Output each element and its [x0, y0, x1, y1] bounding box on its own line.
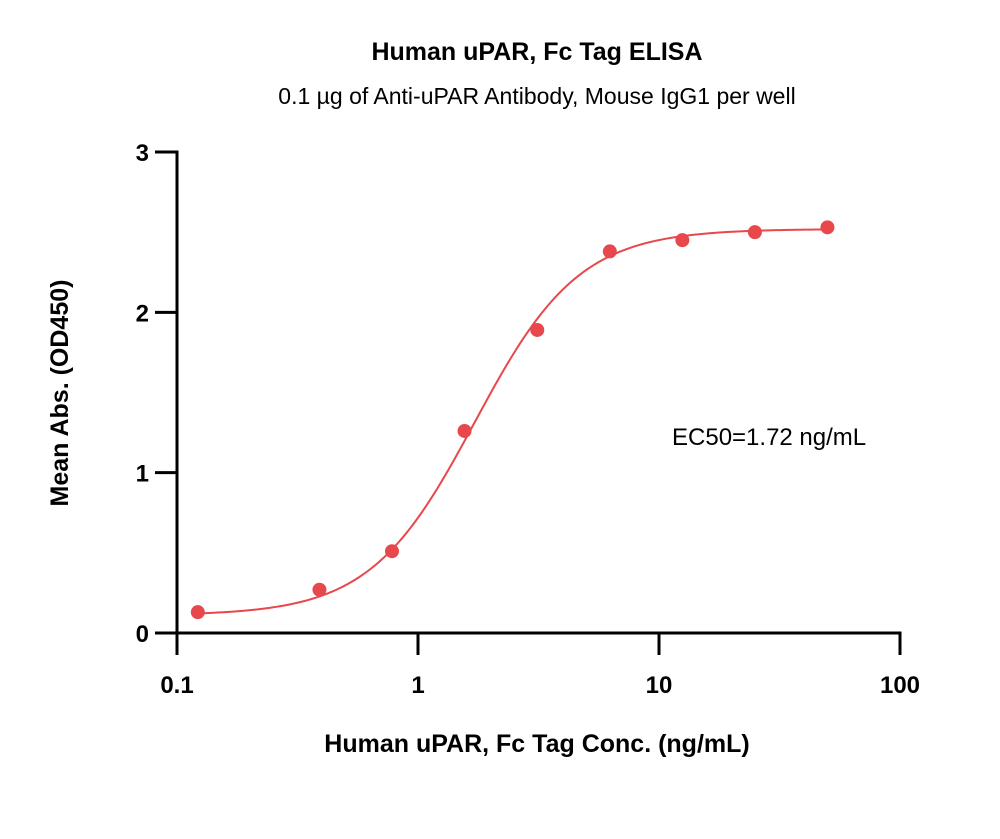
x-tick-label: 10 — [646, 672, 673, 699]
data-point — [312, 582, 327, 597]
data-point — [457, 423, 472, 438]
chart-subtitle: 0.1 µg of Anti-uPAR Antibody, Mouse IgG1… — [278, 83, 795, 109]
data-point — [602, 244, 617, 259]
x-axis-label: Human uPAR, Fc Tag Conc. (ng/mL) — [324, 730, 749, 758]
y-tick-label: 1 — [136, 461, 149, 488]
y-tick-label: 0 — [136, 621, 149, 648]
y-tick-label: 3 — [136, 140, 149, 167]
ec50-annotation: EC50=1.72 ng/mL — [672, 424, 866, 451]
fit-curve — [197, 228, 828, 615]
data-point — [675, 233, 690, 248]
data-point — [384, 544, 399, 559]
data-point — [530, 322, 545, 337]
data-point — [190, 605, 205, 620]
chart-title: Human uPAR, Fc Tag ELISA — [371, 38, 702, 66]
x-axis: 0.1 1 10 100 — [160, 631, 920, 699]
x-tick-label: 100 — [880, 672, 920, 699]
data-points-layer — [190, 220, 835, 620]
data-point — [820, 220, 835, 235]
data-point — [747, 225, 762, 240]
y-tick-label: 2 — [136, 300, 149, 327]
fit-curve-layer — [197, 228, 828, 615]
x-tick-label: 0.1 — [160, 672, 193, 699]
y-axis-label: Mean Abs. (OD450) — [46, 280, 74, 507]
y-axis: 0 1 2 3 — [136, 140, 179, 648]
x-tick-label: 1 — [411, 672, 424, 699]
